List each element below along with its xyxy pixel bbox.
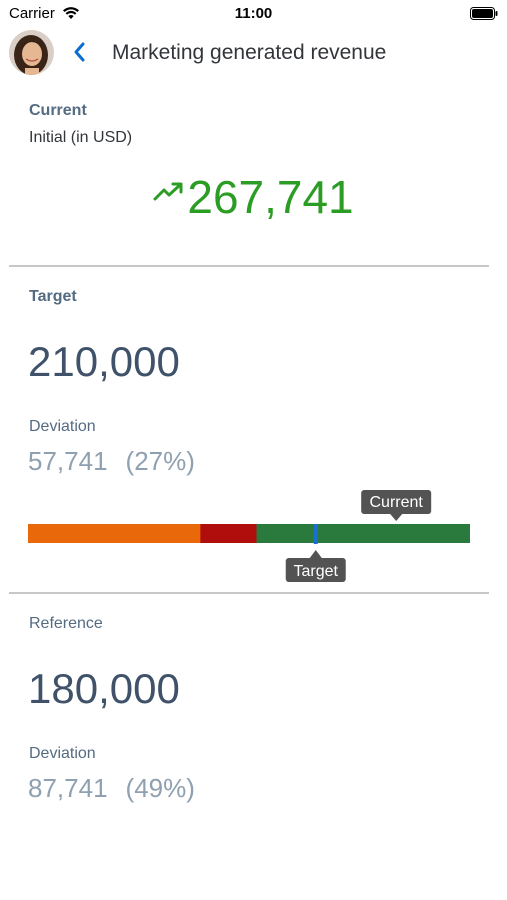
reference-deviation-label: Deviation (29, 745, 96, 762)
target-deviation-label: Deviation (29, 418, 96, 435)
battery-icon (470, 7, 498, 20)
target-tooltip: Target (285, 550, 346, 582)
current-tooltip: Current (361, 490, 432, 521)
bar-segment-1 (28, 524, 201, 543)
wifi-icon (63, 7, 79, 19)
nav-bar: Marketing generated revenue (0, 28, 507, 80)
divider (9, 265, 489, 267)
target-tooltip-label: Target (294, 563, 339, 580)
target-label: Target (29, 288, 77, 305)
target-marker (313, 524, 318, 544)
current-value-container: 267,741 (0, 170, 507, 224)
reference-deviation-amount: 87,741 (28, 773, 108, 803)
user-avatar-icon (9, 30, 54, 75)
current-sub-label: Initial (in USD) (29, 129, 133, 146)
divider (9, 592, 489, 594)
carrier-label: Carrier (9, 5, 55, 22)
target-deviation-amount: 57,741 (28, 446, 108, 476)
current-tooltip-label: Current (370, 494, 424, 511)
trend-up-icon (153, 182, 183, 201)
status-bar: Carrier 11:00 (0, 0, 507, 28)
bar-segment-3 (256, 524, 470, 543)
bar-segment-2 (200, 524, 258, 543)
avatar[interactable] (9, 30, 54, 75)
reference-deviation-percent: (49%) (125, 773, 195, 803)
reference-value: 180,000 (28, 665, 180, 712)
current-value: 267,741 (187, 171, 354, 223)
reference-deviation-value: 87,741 (49%) (28, 773, 213, 804)
target-deviation-value: 57,741 (27%) (28, 446, 213, 477)
current-label: Current (29, 102, 87, 119)
target-deviation-percent: (27%) (125, 446, 195, 476)
target-value: 210,000 (28, 338, 180, 385)
status-time: 11:00 (234, 5, 273, 22)
page-title: Marketing generated revenue (112, 41, 387, 64)
bar-segments (28, 524, 470, 543)
reference-label: Reference (29, 615, 103, 632)
bullet-chart: Current Target (28, 490, 470, 582)
back-button[interactable] (68, 38, 92, 66)
